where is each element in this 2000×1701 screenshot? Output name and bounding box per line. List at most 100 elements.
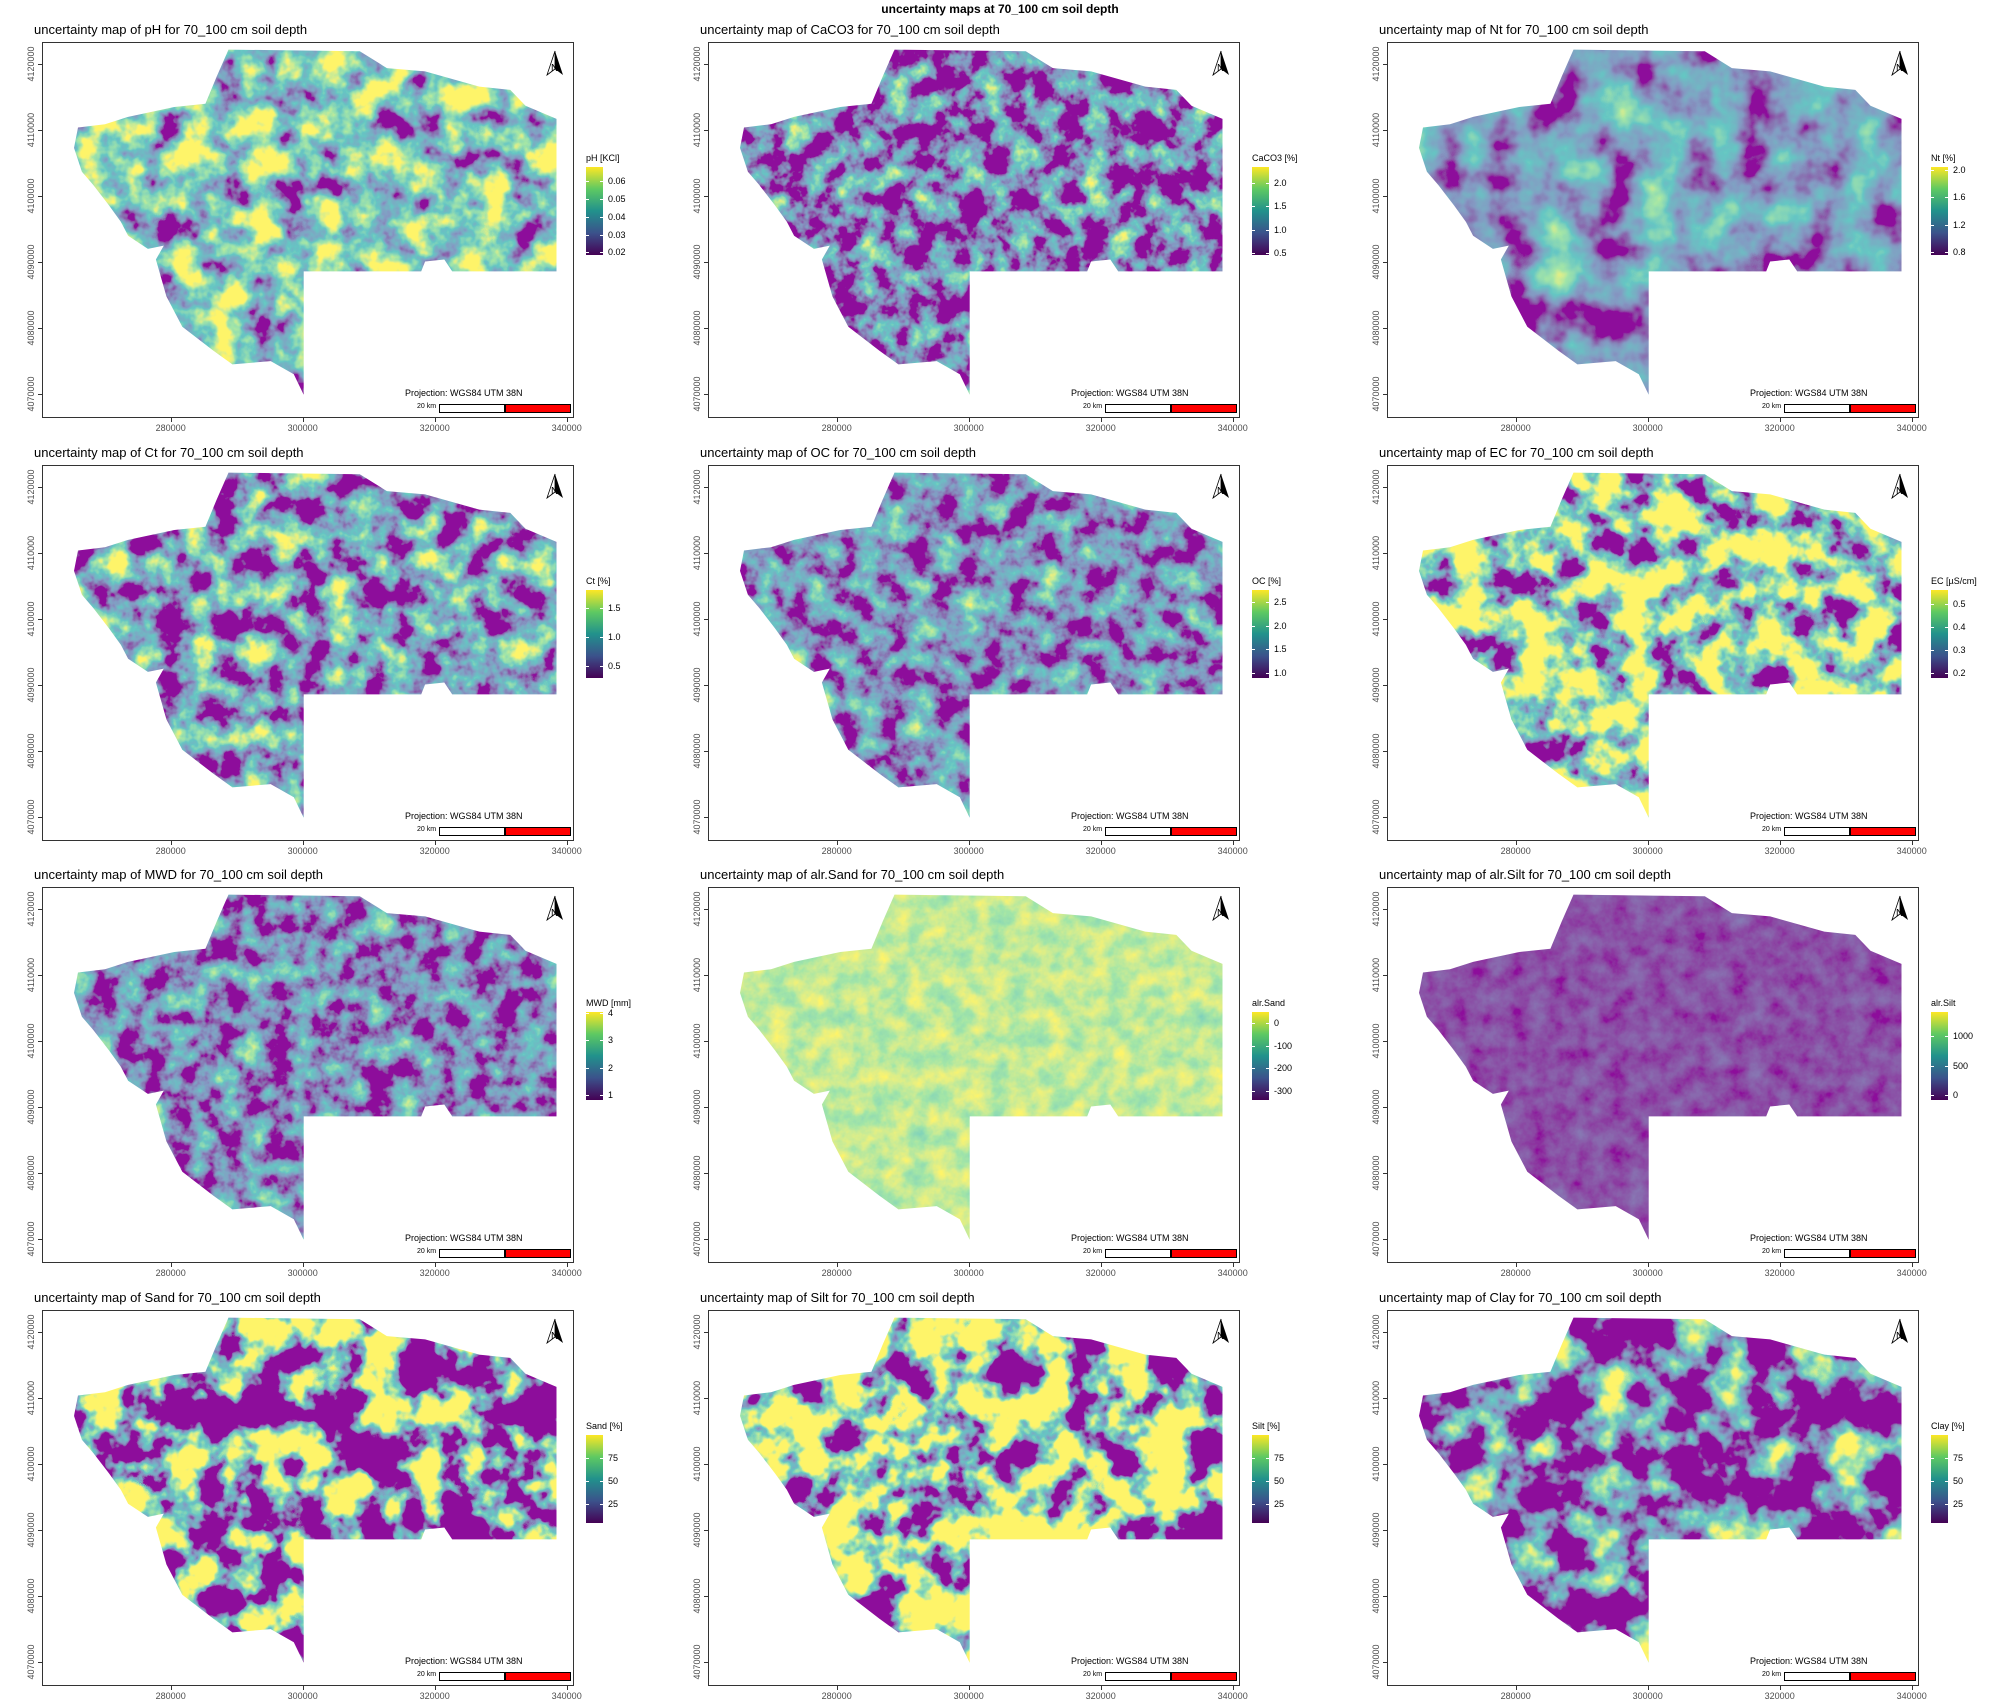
legend-colorbar: [1931, 590, 1948, 678]
y-tick-label: 4100000: [692, 601, 702, 637]
north-label: N: [1896, 63, 1904, 74]
y-tick-label: 4080000: [1371, 1578, 1381, 1614]
projection-label: Projection: WGS84 UTM 38N: [1750, 811, 1868, 821]
legend-tick-mark: [586, 1458, 589, 1460]
y-tick-label: 4070000: [692, 1221, 702, 1257]
y-tick-label: 4080000: [692, 310, 702, 346]
legend-title: EC [µS/cm]: [1931, 576, 1977, 586]
north-label: N: [1217, 908, 1225, 919]
x-tick-mark: [434, 1686, 436, 1690]
y-tick-mark: [704, 974, 708, 976]
panel-title: uncertainty map of MWD for 70_100 cm soi…: [34, 867, 324, 882]
x-tick-label: 300000: [1632, 423, 1663, 433]
legend-tick-mark: [1931, 603, 1934, 605]
x-tick-mark: [1647, 1686, 1649, 1690]
raster-map: [74, 472, 563, 818]
x-tick-mark: [836, 418, 838, 422]
legend-tick-label: 1.5: [608, 602, 621, 613]
y-tick-mark: [704, 129, 708, 131]
legend-tick-mark: [1252, 1481, 1255, 1483]
y-tick-mark: [38, 974, 42, 976]
study-area: [74, 472, 557, 818]
y-tick-label: 4090000: [692, 244, 702, 280]
y-tick-mark: [1383, 327, 1387, 329]
y-tick-label: 4100000: [1371, 1023, 1381, 1059]
x-tick-mark: [434, 1263, 436, 1267]
map-frame: N Projection: WGS84 UTM 38N 20 km: [708, 887, 1240, 1263]
y-tick-label: 4110000: [26, 957, 36, 992]
y-tick-mark: [704, 816, 708, 818]
y-tick-mark: [1383, 1331, 1387, 1333]
y-tick-label: 4100000: [1371, 601, 1381, 637]
x-tick-mark: [170, 1263, 172, 1267]
y-tick-mark: [38, 1040, 42, 1042]
legend-tick-label: 1: [608, 1089, 614, 1100]
raster-map: [1419, 1317, 1908, 1663]
scale-bar-segment: [1171, 827, 1237, 836]
y-tick-label: 4100000: [26, 1023, 36, 1059]
y-tick-label: 4100000: [1371, 178, 1381, 214]
x-tick-label: 340000: [551, 1691, 582, 1701]
y-tick-mark: [38, 816, 42, 818]
legend-tick-label: 2.0: [1953, 165, 1966, 176]
y-tick-mark: [704, 261, 708, 263]
x-tick-label: 320000: [419, 423, 450, 433]
scale-bar-label: 20 km: [1083, 1671, 1103, 1678]
legend-tick-label: 25: [608, 1499, 619, 1510]
legend-tick-mark: [1931, 1035, 1934, 1037]
x-tick-mark: [566, 841, 568, 845]
legend-tick-label: 0.5: [1274, 247, 1287, 258]
x-tick-label: 320000: [1764, 1691, 1795, 1701]
x-tick-label: 340000: [1896, 423, 1927, 433]
y-tick-label: 4070000: [26, 799, 36, 835]
x-tick-label: 280000: [821, 423, 852, 433]
x-tick-mark: [1100, 841, 1102, 845]
legend-tick-mark: [600, 181, 603, 183]
north-arrow-icon: [1212, 895, 1229, 922]
y-tick-mark: [1383, 552, 1387, 554]
x-tick-label: 340000: [1896, 1691, 1927, 1701]
x-tick-label: 340000: [551, 846, 582, 856]
y-tick-mark: [704, 1040, 708, 1042]
legend-tick-mark: [600, 199, 603, 200]
legend-title: alr.Silt: [1931, 998, 1956, 1008]
y-tick-mark: [704, 618, 708, 620]
legend-colorbar: [1252, 167, 1269, 255]
legend-tick-mark: [586, 1094, 589, 1096]
y-tick-mark: [1383, 618, 1387, 620]
legend-tick-mark: [600, 1013, 603, 1015]
legend-tick-label: 1.6: [1953, 192, 1966, 203]
x-tick-label: 300000: [287, 423, 318, 433]
legend-colorbar: [586, 1435, 603, 1523]
y-tick-label: 4100000: [26, 178, 36, 214]
legend-tick-mark: [586, 666, 589, 668]
panel-title: uncertainty map of pH for 70_100 cm soil…: [34, 22, 308, 37]
y-tick-mark: [38, 327, 42, 329]
raster-map: [740, 49, 1229, 395]
y-tick-mark: [38, 129, 42, 131]
y-tick-mark: [38, 261, 42, 263]
x-tick-label: 280000: [821, 846, 852, 856]
x-tick-label: 300000: [287, 1268, 318, 1278]
scale-bar-segment: [1105, 1249, 1171, 1258]
y-tick-label: 4120000: [692, 891, 702, 927]
legend-tick-mark: [600, 216, 603, 218]
north-arrow-icon: [1891, 1318, 1908, 1345]
legend-title: Clay [%]: [1931, 1421, 1965, 1431]
scale-bar-label: 20 km: [417, 403, 437, 410]
y-tick-mark: [704, 552, 708, 554]
legend-tick-mark: [1945, 1095, 1948, 1097]
y-tick-mark: [1383, 1238, 1387, 1240]
north-arrow-icon: [546, 473, 563, 500]
panel-title: uncertainty map of CaCO3 for 70_100 cm s…: [700, 22, 1000, 37]
legend-tick-mark: [1931, 1095, 1934, 1097]
y-tick-mark: [38, 1529, 42, 1531]
y-tick-label: 4080000: [692, 1155, 702, 1191]
y-tick-mark: [704, 1661, 708, 1663]
legend-tick-mark: [586, 234, 589, 236]
y-tick-label: 4080000: [692, 1578, 702, 1614]
x-tick-mark: [836, 1686, 838, 1690]
x-tick-label: 280000: [155, 1268, 186, 1278]
x-tick-label: 280000: [155, 846, 186, 856]
legend-tick-mark: [600, 252, 603, 254]
